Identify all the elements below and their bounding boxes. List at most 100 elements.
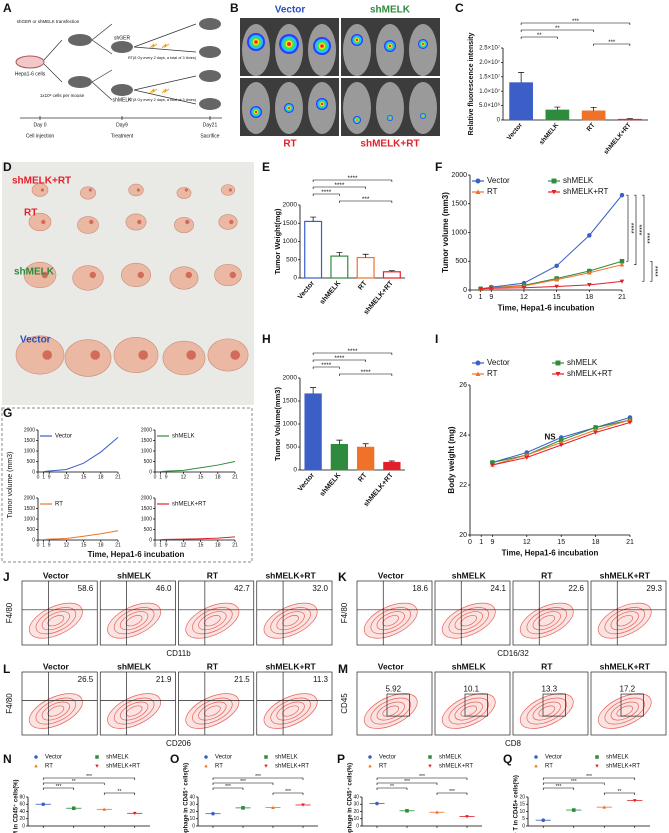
x-tick-label: 1 [159, 542, 162, 548]
legend-marker [428, 755, 432, 759]
percent-label: 17.2 [620, 685, 636, 694]
legend-label: shMELK+RT [439, 764, 473, 770]
legend-label: shMELK [567, 358, 598, 367]
x-axis-label: Time, Hepa1-6 incubation [88, 550, 185, 559]
error-bar [362, 443, 369, 447]
y-tick-label: 1500 [141, 438, 152, 444]
bar [304, 393, 322, 471]
contour [460, 705, 478, 717]
tumor-spot [137, 271, 144, 279]
tumor [207, 338, 249, 372]
legend-marker [475, 189, 481, 194]
legend-label: shMELK [439, 755, 462, 761]
sig-label: ** [618, 789, 622, 795]
y-tick-label: 500 [27, 459, 36, 465]
error-bar [336, 439, 343, 445]
legend-marker [428, 764, 432, 768]
legend-label: shMELK [563, 176, 594, 185]
percent-label: 11.3 [313, 675, 329, 684]
marker [554, 277, 559, 282]
tumor-spot [40, 188, 45, 192]
tumor-spot [184, 188, 188, 192]
percent-label: 21.9 [156, 675, 172, 684]
series-line [43, 530, 119, 541]
legend-label: Vector [545, 755, 562, 761]
y-tick-label: 2000 [24, 427, 35, 433]
tumor [120, 262, 152, 288]
x-tick-label: RT [357, 471, 369, 483]
error-bar [362, 253, 369, 258]
y-tick-label: 22 [459, 482, 467, 489]
legend-marker [368, 755, 372, 759]
tumor [125, 213, 147, 231]
error-bar [626, 118, 633, 120]
y-tick-label: 1000 [24, 448, 35, 454]
arrow [133, 23, 197, 105]
x-tick-label: 1 [42, 542, 45, 548]
percent-label: 5.92 [386, 685, 402, 694]
x-tick-label: 21 [618, 294, 626, 301]
sig-label: **** [321, 189, 332, 196]
y-tick-label: 500 [27, 527, 36, 533]
marker [593, 425, 598, 430]
sig-bracket [212, 777, 304, 780]
sig-bracket [42, 777, 136, 780]
x-tick-label: 15 [553, 294, 561, 301]
tumor [15, 335, 65, 375]
marker [465, 815, 469, 819]
signal-blob [254, 110, 258, 114]
tumor [77, 216, 99, 234]
legend-label: RT [45, 764, 53, 770]
sig-bracket [376, 782, 438, 785]
group-label: shMELK [113, 97, 133, 103]
sig-label: ** [537, 33, 542, 39]
y-tick-label: 1500 [24, 506, 35, 512]
y-tick-label: 2000 [24, 495, 35, 501]
marker [541, 818, 546, 822]
sig-bracket [376, 777, 468, 780]
panel-label: L [3, 662, 10, 676]
error-bar [554, 106, 561, 110]
sig-bracket [626, 194, 629, 262]
y-tick-label: 2000 [283, 375, 298, 382]
y-tick-label: 2.0×10⁷ [479, 59, 500, 66]
panel-label: M [338, 662, 348, 676]
y-tick-label: 2.5×10⁷ [479, 45, 500, 52]
gate [620, 693, 644, 717]
y-tick-label: 30 [353, 802, 359, 808]
x-tick-label: 0 [468, 539, 472, 546]
y-tick-label: 0 [356, 823, 359, 829]
tumor-spot [229, 219, 234, 225]
x-tick-label: 9 [48, 474, 51, 480]
y-tick-label: 0 [463, 287, 467, 294]
contour [363, 602, 418, 639]
contour [526, 607, 567, 635]
tumor [214, 263, 242, 287]
bar [382, 271, 401, 279]
legend-label: RT [545, 764, 553, 770]
panel-label: O [170, 752, 179, 766]
bar [330, 255, 349, 279]
sig-bracket [312, 359, 366, 362]
x-tick-label: 18 [592, 539, 600, 546]
series-line [480, 260, 623, 290]
legend-label: shMELK [172, 434, 195, 440]
sig-label: **** [361, 369, 372, 376]
x-tick-label: shMELK+RT [603, 122, 633, 156]
sig-bracket [212, 787, 244, 790]
panel-label: B [230, 1, 239, 15]
y-axis-label: Tumor Volume(mm3) [273, 387, 282, 461]
mouse-icon [111, 41, 133, 53]
legend-label: shMELK [106, 755, 129, 761]
group-label: shMELK [14, 267, 55, 278]
stage-label: Treatment [111, 133, 134, 139]
contour [526, 697, 567, 725]
sig-bracket [312, 193, 340, 196]
sig-label: *** [255, 774, 261, 780]
contour [107, 602, 162, 639]
bar [581, 110, 606, 121]
group-label: shMELK+RT [265, 661, 316, 671]
x-tick-label: RT [357, 279, 369, 291]
x-tick-label: 9 [48, 542, 51, 548]
